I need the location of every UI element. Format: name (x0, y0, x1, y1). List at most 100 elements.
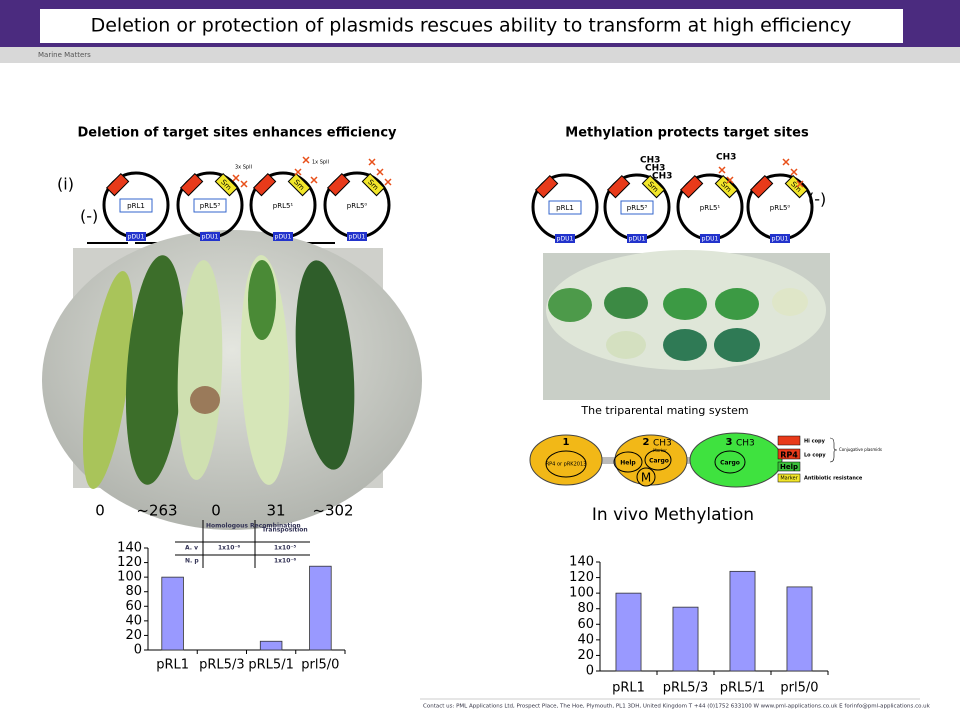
origin (200, 232, 220, 241)
plasmid-label: Marker (653, 448, 667, 453)
counts: 0 ~263 0 31 ~302 (95, 502, 353, 520)
origin-label: pDU1 (275, 234, 292, 241)
bar (615, 592, 642, 672)
origin-label: pDU1 (629, 236, 646, 243)
y-tick-label: 40 (125, 613, 142, 628)
plasmid-label: pRL5³ (627, 204, 648, 212)
plasmid-label: pRL1 (127, 202, 145, 210)
title-box (40, 9, 903, 43)
left-title: Deletion of target sites enhances effici… (78, 126, 398, 141)
y-tick-label: 20 (577, 648, 594, 663)
right-title: Methylation protects target sites (565, 126, 809, 141)
red-marker (252, 172, 277, 197)
count: 0 (211, 502, 221, 520)
y-tick-label: 60 (125, 599, 142, 614)
origin-label: pDU1 (128, 234, 145, 241)
origin (126, 232, 146, 241)
origin-label: pDU1 (772, 236, 789, 243)
site-cross (782, 158, 790, 166)
y-tick-label: 140 (117, 541, 142, 556)
site-cross (368, 158, 376, 166)
origin-label: pDU1 (202, 234, 219, 241)
origin (347, 232, 367, 241)
strain-number: 1 (563, 437, 570, 448)
y-tick-label: 40 (577, 632, 594, 647)
plasmid-label: Cargo (649, 458, 669, 465)
methyl-label: CH3 (640, 156, 660, 166)
x-tick-label: pRL5/3 (663, 681, 708, 696)
bar (786, 586, 813, 672)
table-header: Transposition (262, 527, 308, 534)
table-cell: N. p (185, 558, 199, 565)
strain-number: 3 (726, 437, 733, 448)
red-marker (749, 174, 774, 199)
label-box (620, 200, 654, 215)
plasmid-label: pRL1 (556, 204, 574, 212)
plasmid-label: pRL5⁰ (770, 204, 791, 212)
sm-marker (214, 172, 239, 197)
y-tick-label: 80 (125, 584, 142, 599)
table-cell: 1x10⁻⁶ (274, 558, 297, 565)
methyl-label: CH3 (716, 153, 736, 163)
sm-marker (641, 174, 666, 199)
origin-label: pDU1 (702, 236, 719, 243)
legend-box-label: Marker (780, 476, 798, 482)
table: Homologous Recombination Transposition A… (175, 520, 310, 568)
count: 31 (266, 502, 285, 520)
sm-marker (287, 172, 312, 197)
site-cross (796, 180, 804, 188)
methylase-label: M (641, 471, 651, 485)
plasmid-label: pRL5¹ (700, 204, 721, 212)
label-box (548, 200, 582, 215)
count: 0 (95, 502, 105, 520)
legend-box-label: Help (780, 463, 798, 471)
methyl-label: CH3 (652, 172, 672, 182)
y-tick-label: 140 (569, 555, 594, 570)
sm-marker (361, 172, 386, 197)
site-cross (376, 168, 384, 176)
site-cross (726, 176, 734, 184)
plasmid-label: Help (620, 460, 636, 467)
site-cross (790, 168, 798, 176)
origin (273, 232, 293, 241)
bar (309, 565, 332, 651)
y-tick-label: 120 (117, 555, 142, 570)
strain-number: 2 (643, 437, 650, 448)
count: ~302 (312, 502, 353, 520)
caption: The triparental mating system (580, 404, 748, 417)
label-box (193, 198, 227, 213)
x-tick-label: pRL5/3 (199, 658, 244, 673)
origin (700, 234, 720, 243)
red-marker (326, 172, 351, 197)
mating-diagram: 1 2 3 CH3 CH3 RP4 or pRK2013 Help Cargo … (529, 432, 882, 488)
y-tick-label: 80 (577, 601, 594, 616)
site-note: 1x SplI (312, 160, 329, 166)
origin (770, 234, 790, 243)
plasmid-label: pRL5³ (200, 202, 221, 210)
red-marker (606, 174, 631, 199)
methyl-label: CH3 (736, 439, 755, 449)
red-marker (534, 174, 559, 199)
legend-label: Lo copy (804, 453, 826, 459)
slide-title: Deletion or protection of plasmids rescu… (91, 15, 852, 37)
red-marker (105, 172, 130, 197)
panel-label: (i) (57, 175, 74, 194)
label-box (119, 198, 153, 213)
red-marker (679, 174, 704, 199)
footer: Contact us: PML Applications Ltd, Prospe… (423, 704, 931, 710)
bar (729, 570, 756, 672)
y-tick-label: 0 (586, 664, 594, 679)
methyl-label: CH3 (653, 439, 672, 449)
y-tick-label: 120 (569, 570, 594, 585)
bar (161, 576, 184, 651)
control-label: (-) (80, 207, 98, 226)
mating-photo (543, 250, 830, 400)
legend-label: Antibiotic resistance (804, 476, 863, 482)
plasmid-label: Cargo (720, 460, 740, 467)
origin-label: pDU1 (557, 236, 574, 243)
origin (627, 234, 647, 243)
table-cell: 1x10⁻⁶ (218, 545, 241, 552)
chart-title: In vivo Methylation (592, 505, 754, 525)
plate-photo (42, 230, 422, 530)
